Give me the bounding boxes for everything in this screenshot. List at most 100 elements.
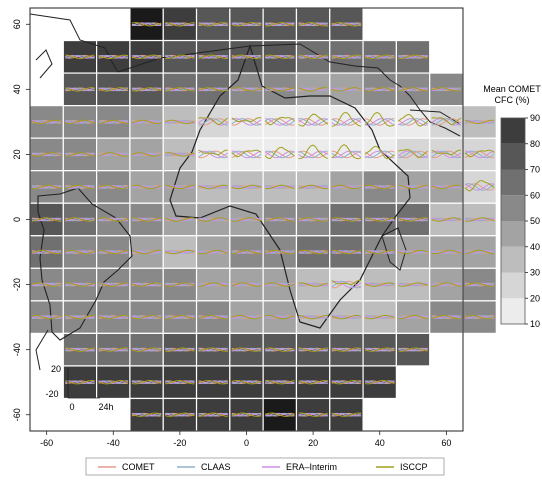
inset-scale-y-top: 20 xyxy=(51,364,61,374)
colorbar-tick-label: 20 xyxy=(530,293,540,303)
diurnal-line xyxy=(65,120,95,124)
diurnal-line xyxy=(298,347,328,352)
diurnal-line xyxy=(198,22,228,27)
diurnal-line xyxy=(298,54,328,60)
diurnal-line xyxy=(265,118,295,126)
diurnal-line xyxy=(398,148,429,159)
diurnal-line xyxy=(65,87,95,92)
colorbar-tick-label: 30 xyxy=(530,268,540,278)
coastlines xyxy=(29,13,461,371)
diurnal-line xyxy=(464,120,495,124)
diurnal-line xyxy=(464,217,495,222)
diurnal-line xyxy=(431,250,462,254)
diurnal-line xyxy=(264,118,295,126)
colorbar-title-line2: CFC (%) xyxy=(495,95,530,105)
diurnal-line xyxy=(431,118,462,126)
diurnal-line xyxy=(198,117,229,126)
diurnal-line xyxy=(298,185,328,189)
grid-cell xyxy=(429,105,464,139)
diurnal-line xyxy=(131,217,162,222)
diurnal-line xyxy=(331,280,362,289)
diurnal-line xyxy=(131,184,162,190)
diurnal-line xyxy=(165,250,195,254)
diurnal-line xyxy=(431,314,462,320)
diurnal-line xyxy=(398,118,428,126)
diurnal-line xyxy=(265,22,295,27)
diurnal-line xyxy=(398,55,428,59)
colorbar-band xyxy=(501,221,525,247)
diurnal-line xyxy=(65,347,95,352)
diurnal-line xyxy=(198,379,228,385)
diurnal-line xyxy=(98,185,128,189)
diurnal-line xyxy=(231,54,262,59)
inset-scale-x-left: 0 xyxy=(69,402,74,412)
diurnal-line xyxy=(331,54,362,59)
grid-cell xyxy=(329,137,364,172)
diurnal-line xyxy=(298,314,328,320)
diurnal-line xyxy=(131,54,162,60)
diurnal-line xyxy=(364,185,395,189)
diurnal-line xyxy=(31,217,62,222)
diurnal-line xyxy=(231,315,262,319)
diurnal-line xyxy=(198,54,228,59)
diurnal-line xyxy=(31,315,62,320)
diurnal-line xyxy=(65,379,95,385)
diurnal-line xyxy=(431,87,462,92)
diurnal-line xyxy=(165,55,195,59)
diurnal-line xyxy=(264,118,295,126)
diurnal-line xyxy=(231,184,262,190)
diurnal-line xyxy=(165,152,195,157)
diurnal-line xyxy=(98,379,129,385)
diurnal-line xyxy=(331,22,362,27)
diurnal-line xyxy=(98,217,129,222)
diurnal-line xyxy=(398,113,429,127)
diurnal-line xyxy=(331,279,362,286)
diurnal-line xyxy=(198,54,228,60)
diurnal-line xyxy=(331,118,362,126)
colorbar-band xyxy=(501,272,525,299)
diurnal-line xyxy=(165,119,195,125)
diurnal-line xyxy=(431,184,462,190)
diurnal-line xyxy=(165,54,195,60)
diurnal-line xyxy=(31,120,62,124)
diurnal-line xyxy=(298,282,328,287)
diurnal-line xyxy=(331,412,362,417)
diurnal-line xyxy=(198,184,228,190)
diurnal-line xyxy=(331,314,362,320)
y-tick-label: 40 xyxy=(12,84,22,94)
diurnal-line xyxy=(464,183,495,191)
diurnal-line xyxy=(398,347,428,352)
diurnal-line xyxy=(165,347,195,352)
diurnal-line xyxy=(431,249,462,255)
diurnal-line xyxy=(431,149,462,156)
diurnal-line xyxy=(231,249,262,255)
diurnal-line xyxy=(231,150,262,159)
diurnal-line xyxy=(265,412,295,417)
diurnal-line xyxy=(398,347,428,352)
diurnal-line xyxy=(265,217,295,222)
diurnal-line xyxy=(464,249,495,255)
legend-label: CLAAS xyxy=(201,462,231,472)
diurnal-line xyxy=(398,184,428,190)
diurnal-line xyxy=(65,54,95,60)
diurnal-line xyxy=(331,184,362,190)
diurnal-line xyxy=(31,315,62,319)
diurnal-line xyxy=(331,150,362,159)
diurnal-line xyxy=(331,87,362,92)
colorbar-band xyxy=(501,118,525,144)
diurnal-line xyxy=(131,22,162,27)
diurnal-line xyxy=(165,282,195,287)
diurnal-line xyxy=(65,217,95,222)
diurnal-line xyxy=(131,412,162,417)
diurnal-line xyxy=(464,150,495,159)
diurnal-line xyxy=(31,184,62,190)
diurnal-line xyxy=(298,315,328,319)
diurnal-line xyxy=(165,347,195,352)
diurnal-line xyxy=(364,111,395,127)
diurnal-line xyxy=(198,347,228,352)
diurnal-line xyxy=(98,152,128,157)
diurnal-line xyxy=(198,412,228,417)
diurnal-line xyxy=(231,282,262,287)
diurnal-line xyxy=(265,217,295,222)
